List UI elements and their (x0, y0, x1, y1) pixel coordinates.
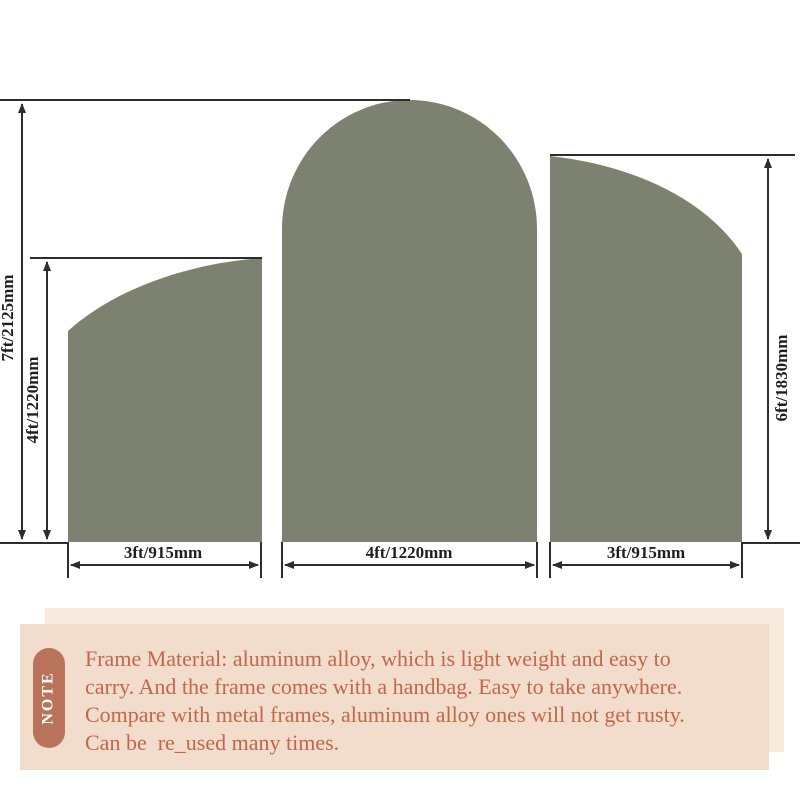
note-panel (20, 624, 769, 770)
note-tag-label: NOTE (40, 671, 57, 725)
left-panel-height-label: 4ft/1220mm (23, 357, 42, 444)
note-tag-badge: NOTE (33, 648, 65, 748)
total-height-label: 7ft/2125mm (0, 275, 17, 362)
note-line-4: Can be re_used many times. (85, 730, 340, 755)
note-line-3: Compare with metal frames, aluminum allo… (85, 702, 685, 727)
left-panel-shape (68, 258, 262, 542)
note-line-1: Frame Material: aluminum alloy, which is… (85, 646, 671, 671)
note-text-block: Frame Material: aluminum alloy, which is… (85, 645, 775, 757)
note-line-2: carry. And the frame comes with a handba… (85, 674, 683, 699)
right-panel-height-label: 6ft/1830mm (772, 335, 791, 422)
right-panel-shape (550, 156, 742, 542)
left-panel-width-label: 3ft/915mm (124, 543, 202, 562)
right-panel-width-label: 3ft/915mm (607, 543, 685, 562)
middle-arch-shape (282, 100, 537, 542)
dimension-diagram: 7ft/2125mm 4ft/1220mm 6ft/1830mm 3ft/915… (0, 99, 800, 578)
middle-panel-width-label: 4ft/1220mm (366, 543, 453, 562)
